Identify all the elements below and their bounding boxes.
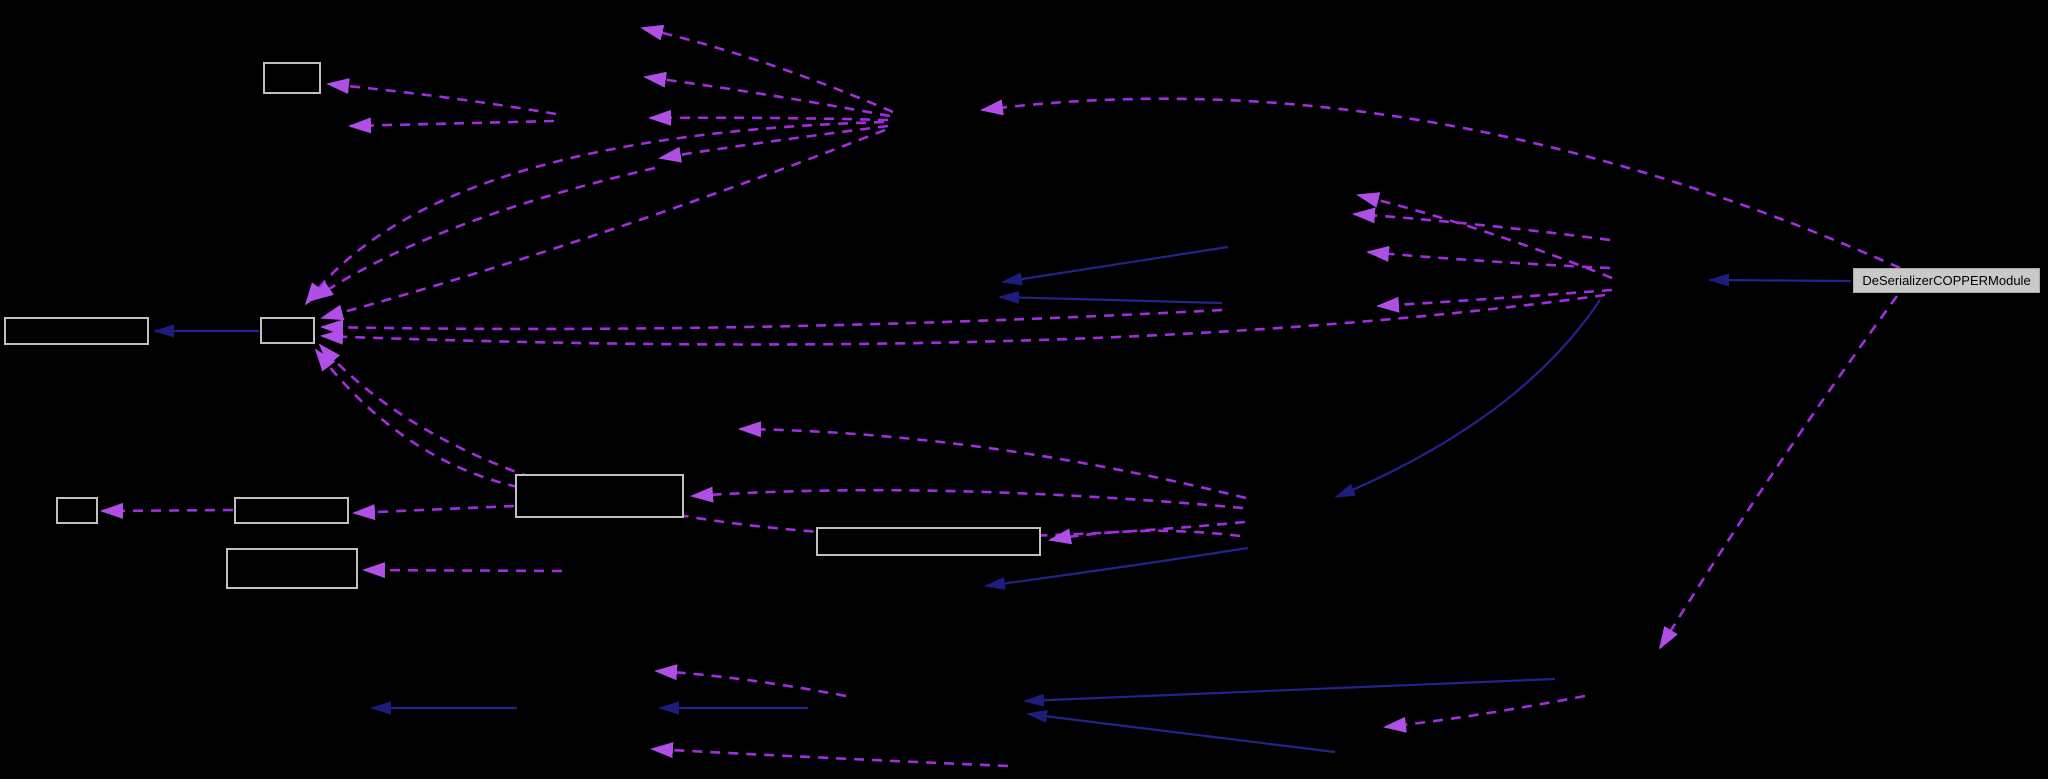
- graph-edge-m23: [352, 504, 515, 521]
- class-node-box-small-low[interactable]: [56, 497, 98, 524]
- graph-edge-m19: [310, 166, 656, 302]
- graph-edge-m17: [658, 124, 889, 163]
- graph-edge-a5: [998, 291, 1223, 305]
- graph-edge-a6: [984, 546, 1249, 590]
- graph-edge-m13: [314, 348, 519, 489]
- graph-edge-m15: [643, 71, 891, 118]
- graph-edge-m25: [1048, 528, 1241, 545]
- graph-edge-m14: [640, 24, 894, 114]
- graph-edge-a8: [1023, 677, 1556, 707]
- graph-edge-m27: [654, 664, 847, 698]
- graph-edge-m7: [1366, 245, 1611, 270]
- class-node-box-center[interactable]: [515, 474, 684, 518]
- graph-edge-a4: [1001, 245, 1229, 286]
- graph-edge-m24: [690, 486, 1244, 510]
- class-node-main[interactable]: DeSerializerCOPPERModule: [1853, 268, 2040, 293]
- graph-edge-m10: [320, 128, 886, 321]
- graph-edge-m5: [1356, 192, 1613, 280]
- graph-edge-m2: [1658, 295, 1899, 650]
- graph-edge-m20: [326, 78, 557, 116]
- graph-edge-m21: [348, 117, 555, 134]
- graph-edge-m6: [1352, 207, 1611, 242]
- graph-edge-a9: [1026, 709, 1336, 754]
- class-node-box-mid-low-2[interactable]: [226, 548, 358, 589]
- graph-edge-a3: [1334, 299, 1601, 499]
- graph-edge-m26: [362, 562, 563, 579]
- graph-edge-m8: [1376, 288, 1613, 313]
- graph-edge-m16: [648, 109, 889, 126]
- class-node-box-left-hub[interactable]: [260, 317, 315, 344]
- graph-edge-m22: [100, 502, 234, 519]
- graph-edge-a2: [1708, 273, 1852, 287]
- class-node-box-mid-low-1[interactable]: [234, 497, 349, 524]
- graph-edge-m1: [980, 97, 1901, 270]
- graph-edge-m9: [320, 293, 1606, 346]
- graph-edge-m3: [1383, 694, 1586, 733]
- graph-edge-m28: [650, 742, 1009, 768]
- graph-edge-m31: [738, 421, 1247, 500]
- class-node-box-center-right[interactable]: [816, 527, 1041, 556]
- graph-edge-m11: [320, 308, 1223, 336]
- graph-edge-m18: [304, 120, 885, 306]
- class-node-box-left-wide[interactable]: [4, 317, 149, 345]
- class-node-box-top-left[interactable]: [263, 62, 321, 94]
